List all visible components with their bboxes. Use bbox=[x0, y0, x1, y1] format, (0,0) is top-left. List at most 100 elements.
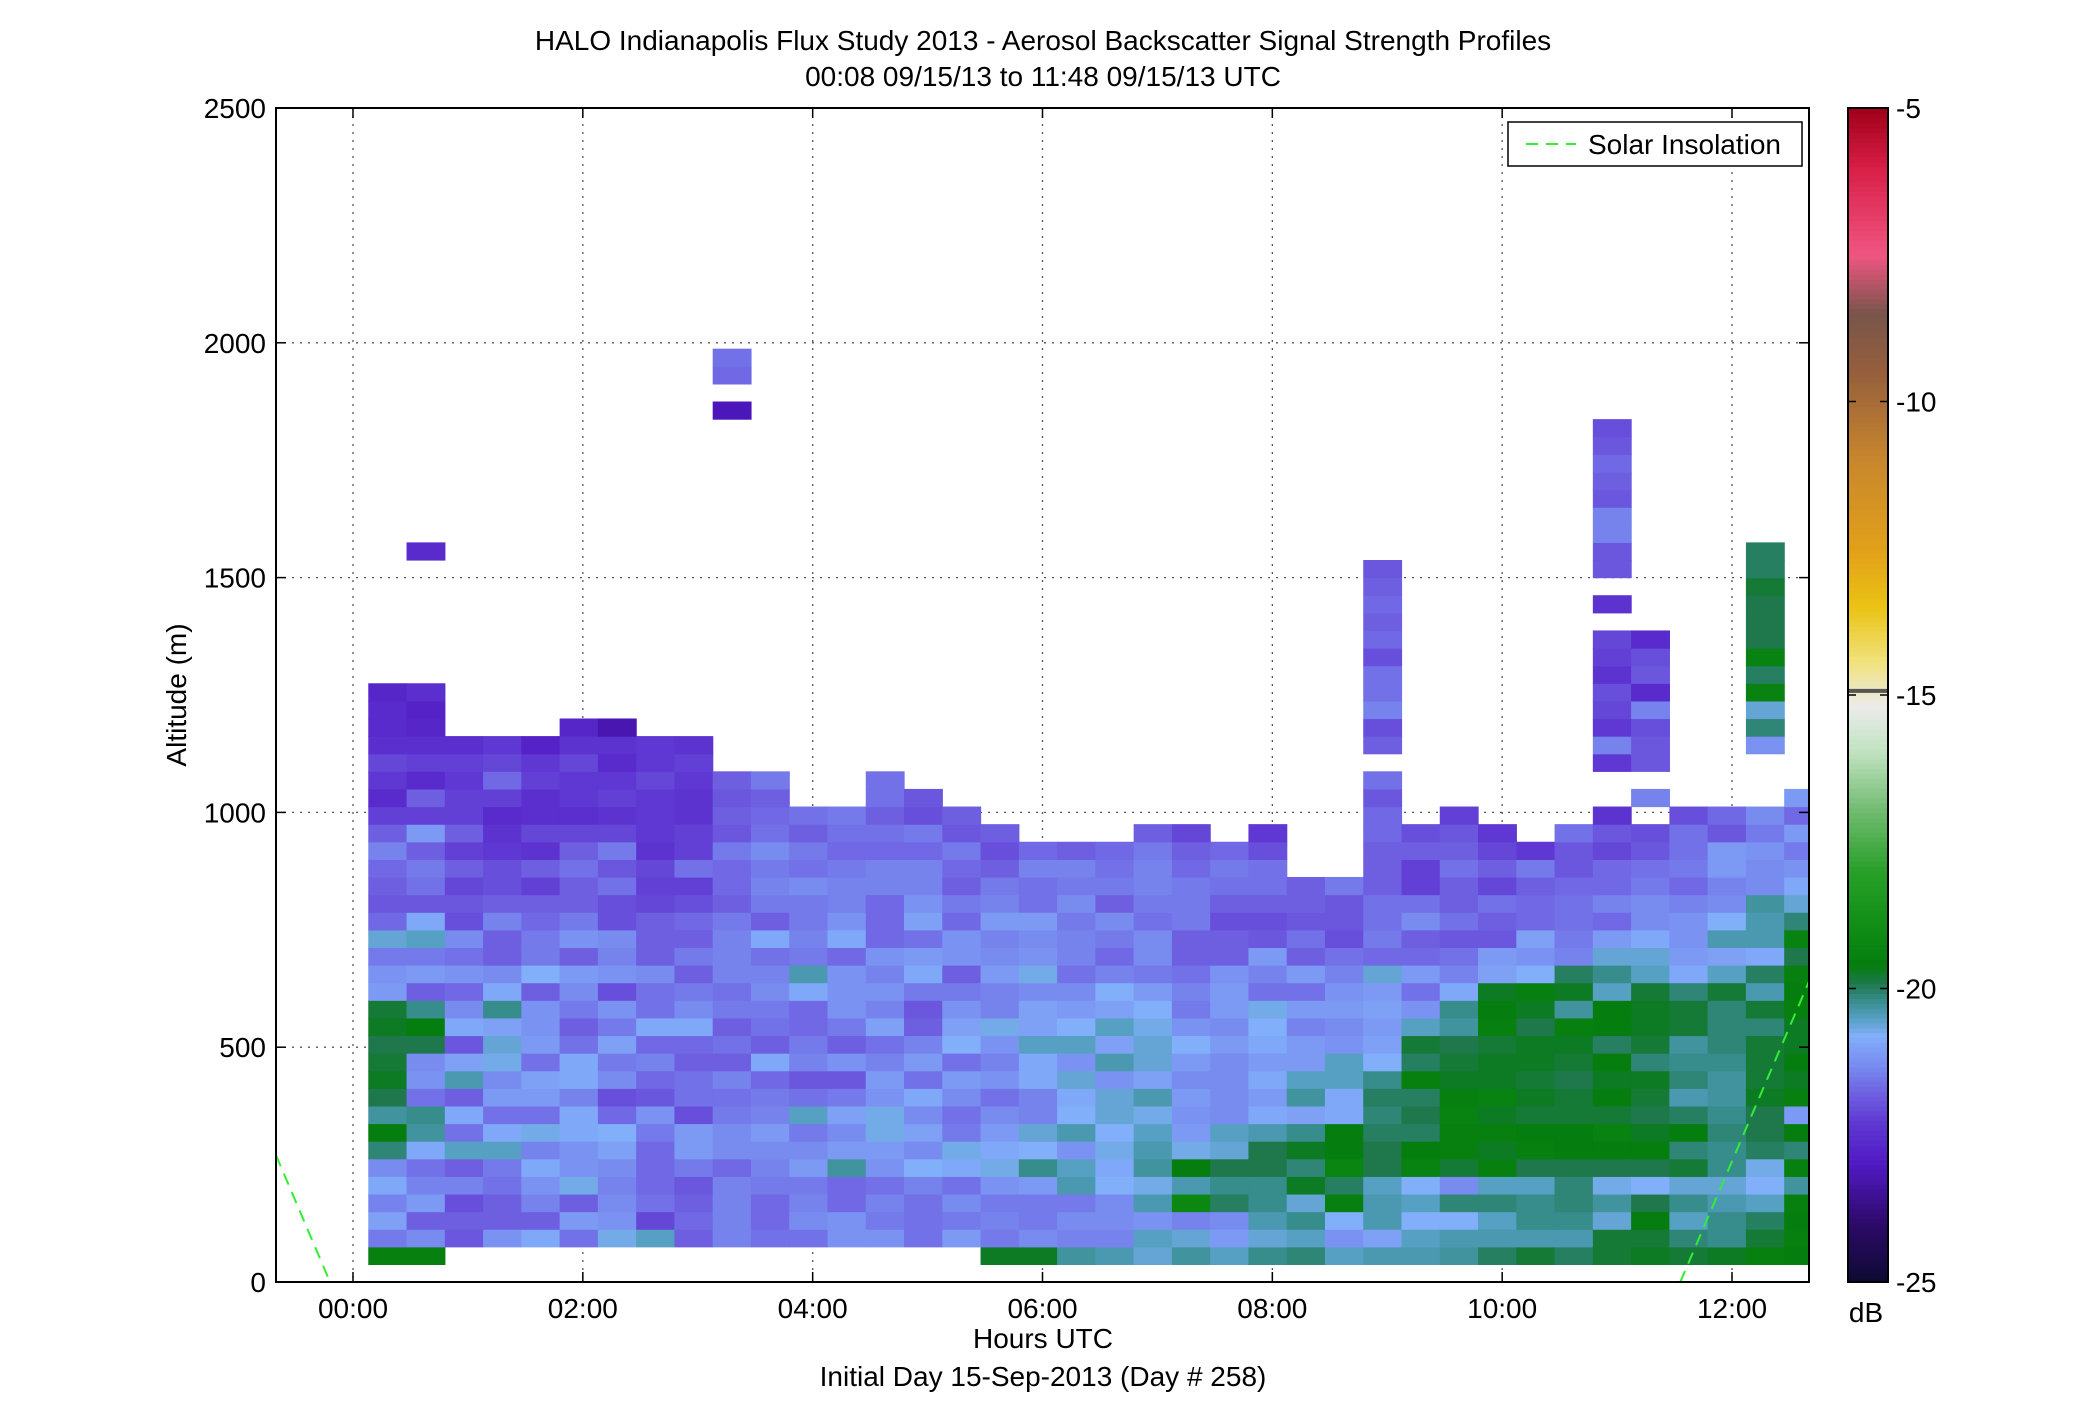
colorbar-band bbox=[1848, 1042, 1888, 1048]
heatmap-cell bbox=[1095, 1211, 1135, 1230]
heatmap-cell bbox=[1057, 841, 1096, 860]
heatmap-cell bbox=[674, 965, 714, 984]
heatmap-cell bbox=[1745, 859, 1785, 878]
axis-ticks: 00:00 02:00 04:00 06:00 08:00 10:00 12:00 0 500 1… bbox=[204, 93, 1809, 1324]
heatmap-cell bbox=[1516, 1053, 1556, 1072]
colorbar-band bbox=[1848, 812, 1888, 818]
heatmap-cell bbox=[1401, 1088, 1441, 1107]
heatmap-cell bbox=[1401, 859, 1441, 878]
heatmap-cell bbox=[1018, 929, 1058, 949]
heatmap-cell bbox=[1401, 965, 1441, 984]
heatmap-cell bbox=[444, 736, 484, 755]
heatmap-cell bbox=[483, 876, 522, 896]
heatmap-cell bbox=[1095, 876, 1135, 896]
heatmap-cell bbox=[1745, 612, 1785, 632]
heatmap-cell bbox=[1018, 1088, 1058, 1107]
heatmap-cell bbox=[674, 876, 714, 896]
heatmap-cell bbox=[1018, 912, 1058, 931]
heatmap-cell bbox=[1133, 876, 1173, 896]
heatmap-cell bbox=[559, 1035, 599, 1054]
heatmap-cell bbox=[1363, 665, 1403, 684]
heatmap-cell bbox=[1401, 1123, 1441, 1142]
heatmap-cell bbox=[368, 683, 408, 702]
heatmap-cell bbox=[1478, 1053, 1517, 1072]
heatmap-cell bbox=[1210, 929, 1250, 949]
heatmap-cell bbox=[1707, 929, 1747, 949]
heatmap-cell bbox=[712, 1229, 752, 1248]
heatmap-cell bbox=[636, 1176, 676, 1195]
colorbar-band bbox=[1848, 553, 1888, 559]
heatmap-cell bbox=[865, 965, 905, 984]
heatmap-cell bbox=[942, 982, 982, 1001]
heatmap-cell bbox=[980, 876, 1020, 896]
heatmap-cell bbox=[368, 859, 408, 878]
heatmap-cell bbox=[904, 876, 943, 896]
colorbar-band bbox=[1848, 1003, 1888, 1009]
heatmap-cell bbox=[1631, 1176, 1670, 1195]
heatmap-cell bbox=[904, 841, 943, 860]
heatmap-cell bbox=[1095, 1141, 1135, 1160]
heatmap-cell bbox=[674, 1176, 714, 1195]
heatmap-cells bbox=[368, 348, 1809, 1265]
heatmap-cell bbox=[1210, 965, 1250, 984]
colorbar-band bbox=[1848, 548, 1888, 554]
heatmap-cell bbox=[521, 1070, 561, 1089]
heatmap-cell bbox=[521, 1193, 561, 1213]
heatmap-cell bbox=[1095, 982, 1135, 1001]
heatmap-cell bbox=[1133, 1158, 1173, 1177]
heatmap-cell bbox=[750, 841, 790, 860]
heatmap-cell bbox=[1745, 912, 1785, 931]
heatmap-cell bbox=[865, 1176, 905, 1195]
heatmap-cell bbox=[1095, 929, 1135, 949]
colorbar-band bbox=[1848, 357, 1888, 364]
heatmap-cell bbox=[1784, 1000, 1809, 1019]
heatmap-cell bbox=[559, 1053, 599, 1072]
heatmap-cell bbox=[1784, 876, 1809, 896]
heatmap-cell bbox=[636, 947, 676, 966]
heatmap-cell bbox=[1401, 1246, 1441, 1265]
heatmap-cell bbox=[1363, 648, 1403, 667]
colorbar-band bbox=[1848, 215, 1888, 222]
heatmap-cell bbox=[712, 1035, 752, 1054]
heatmap-cell bbox=[597, 1000, 637, 1019]
colorbar-band bbox=[1848, 1277, 1888, 1283]
colorbar-band bbox=[1848, 308, 1888, 315]
heatmap-cell bbox=[827, 982, 867, 1001]
heatmap-cell bbox=[1324, 1035, 1364, 1054]
heatmap-cell bbox=[406, 1246, 446, 1265]
heatmap-cell bbox=[1210, 1158, 1250, 1177]
heatmap-cell bbox=[750, 1070, 790, 1089]
heatmap-cell bbox=[406, 718, 446, 737]
colorbar-band bbox=[1848, 597, 1888, 603]
heatmap-cell bbox=[1171, 1158, 1211, 1177]
colorbar-band bbox=[1848, 739, 1888, 745]
heatmap-cell bbox=[789, 912, 829, 931]
heatmap-cell bbox=[1057, 1000, 1096, 1019]
heatmap-cell bbox=[1363, 859, 1403, 878]
colorbar-band bbox=[1848, 455, 1888, 461]
colorbar-band bbox=[1848, 249, 1888, 256]
heatmap-cell bbox=[1592, 1105, 1632, 1125]
heatmap-cell bbox=[636, 841, 676, 860]
heatmap-cell bbox=[750, 1211, 790, 1230]
heatmap-cell bbox=[1745, 595, 1785, 614]
colorbar-band bbox=[1848, 225, 1888, 231]
heatmap-cell bbox=[904, 1158, 943, 1177]
heatmap-cell bbox=[942, 1158, 982, 1177]
heatmap-cell bbox=[1554, 859, 1594, 878]
heatmap-cell bbox=[444, 1158, 484, 1177]
heatmap-cell bbox=[1554, 1053, 1594, 1072]
heatmap-cell bbox=[865, 982, 905, 1001]
heatmap-cell bbox=[1592, 1053, 1632, 1072]
heatmap-cell bbox=[865, 841, 905, 860]
heatmap-cell bbox=[368, 1017, 408, 1037]
heatmap-cell bbox=[559, 894, 599, 913]
heatmap-cell bbox=[1784, 1070, 1809, 1089]
heatmap-cell bbox=[789, 1088, 829, 1107]
heatmap-cell bbox=[597, 947, 637, 966]
heatmap-cell bbox=[1286, 929, 1326, 949]
heatmap-cell bbox=[1095, 1035, 1135, 1054]
heatmap-cell bbox=[1707, 982, 1747, 1001]
heatmap-cell bbox=[559, 1176, 599, 1195]
heatmap-cell bbox=[559, 1141, 599, 1160]
